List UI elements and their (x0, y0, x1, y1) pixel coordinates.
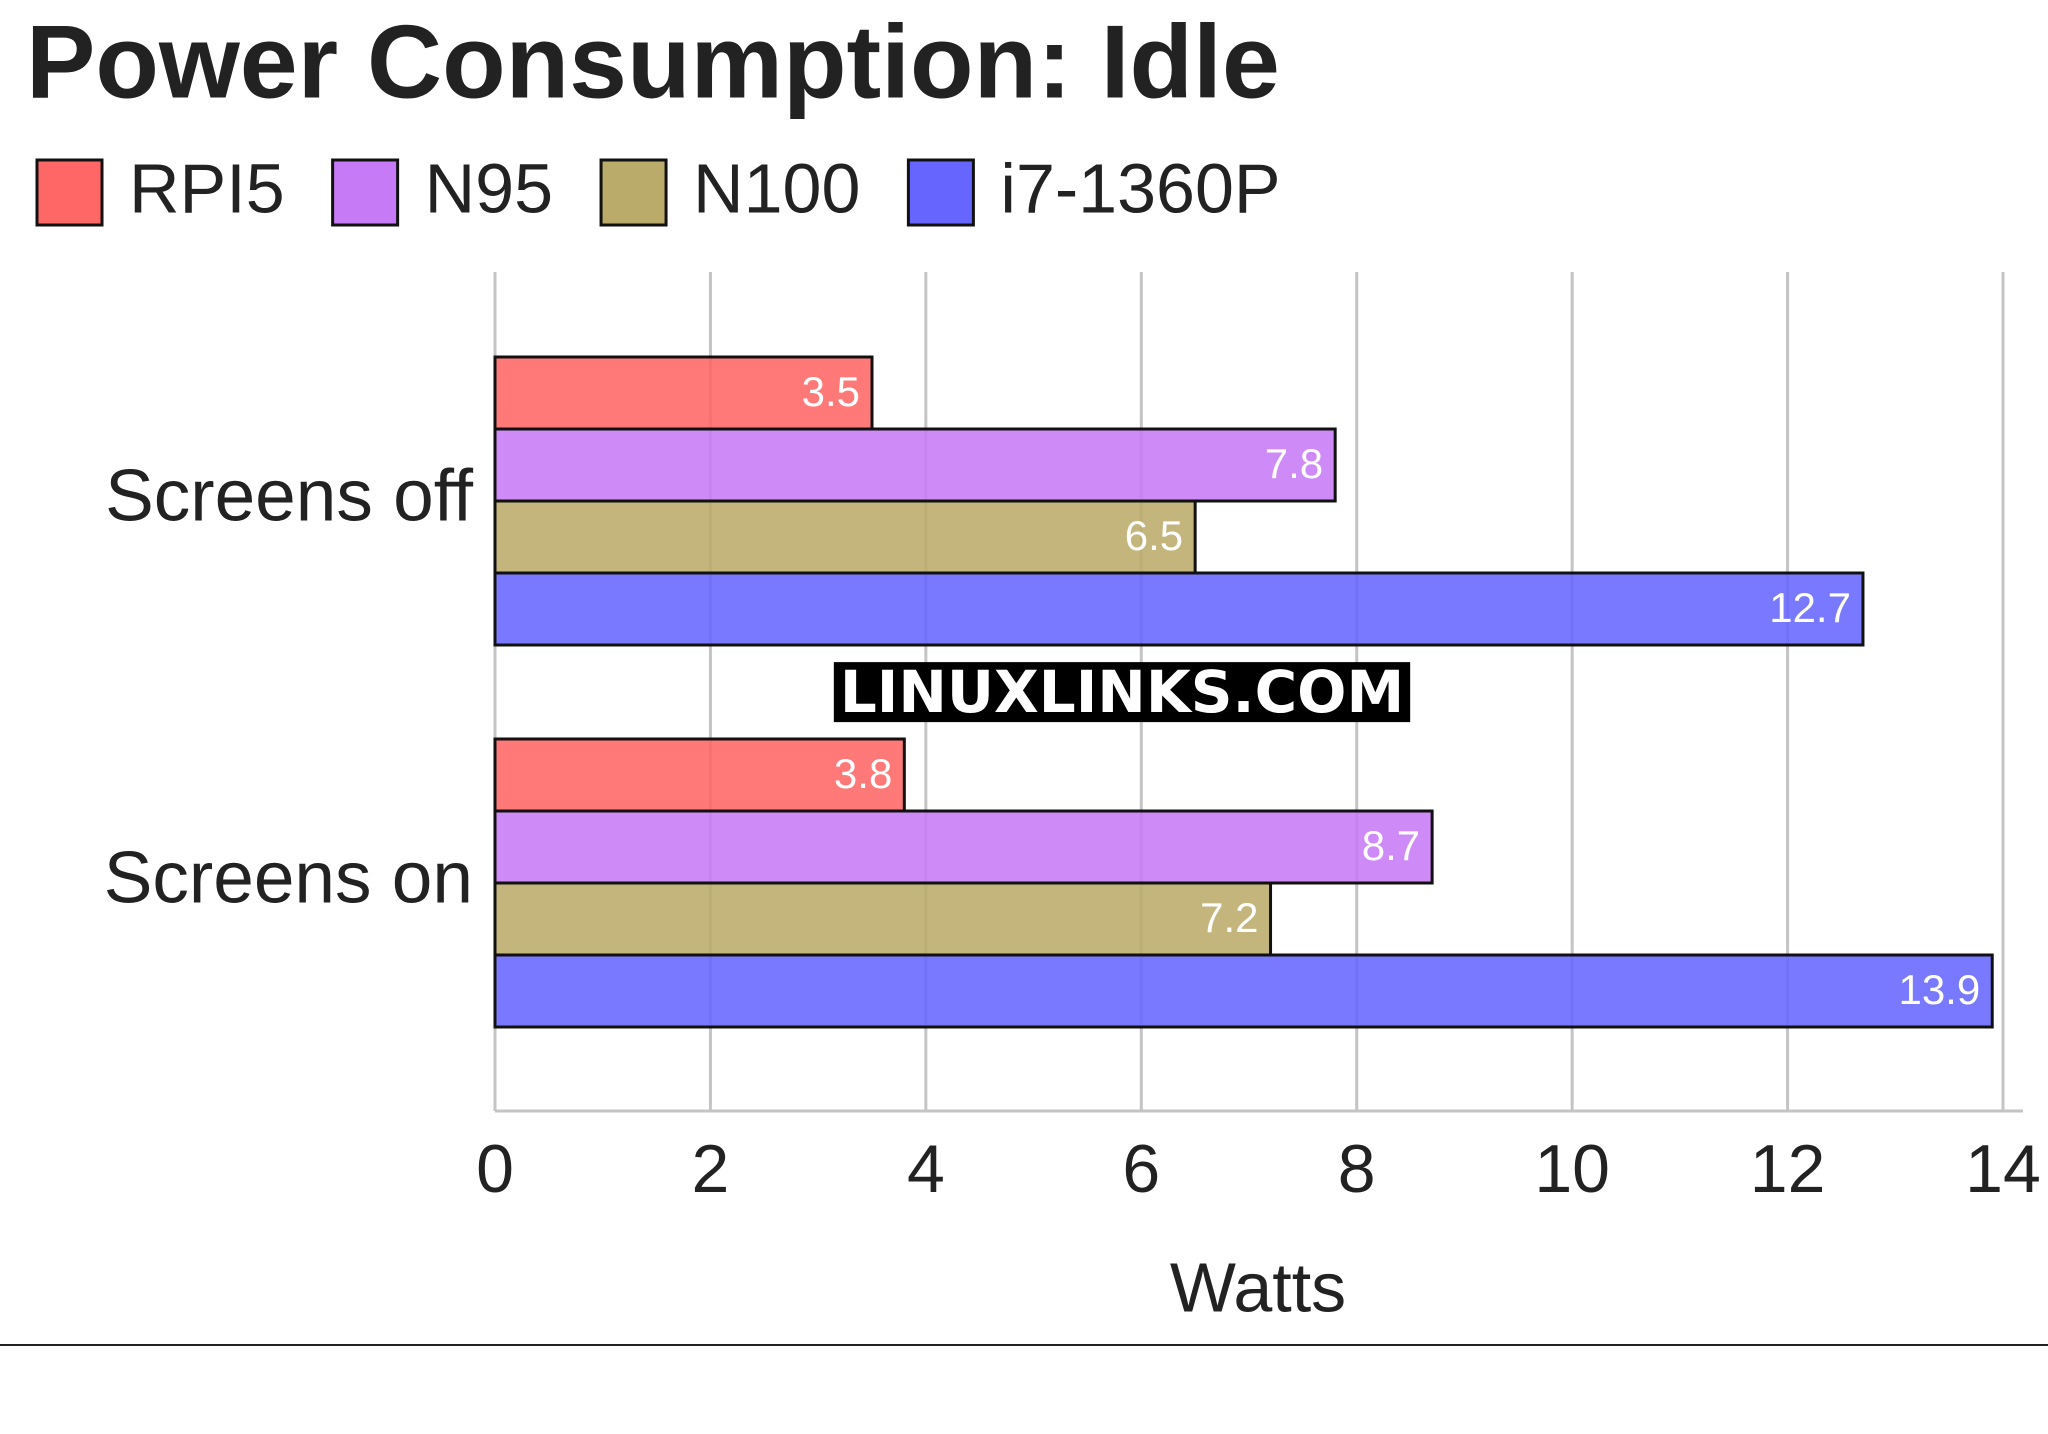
bar (493, 427, 1337, 503)
bar (493, 809, 1434, 885)
x-tick-label: 12 (1750, 1131, 1826, 1207)
value-label: 3.8 (834, 750, 892, 797)
value-label: 7.2 (1200, 894, 1258, 941)
legend-label: N95 (425, 149, 553, 227)
y-tick-label: Screens on (104, 837, 473, 918)
bar (493, 499, 1197, 575)
bar (493, 953, 1994, 1029)
chart-title: Power Consumption: Idle (26, 4, 1280, 120)
x-tick-label: 2 (692, 1131, 730, 1207)
legend-label: RPI5 (129, 149, 285, 227)
bar (493, 737, 906, 813)
value-label: 6.5 (1125, 512, 1183, 559)
x-axis-label: Watts (1170, 1248, 1346, 1326)
x-tick-label: 14 (1965, 1131, 2041, 1207)
watermark: LINUXLINKS.COM (840, 658, 1404, 726)
y-tick-label: Screens off (105, 455, 474, 536)
value-label: 13.9 (1898, 966, 1980, 1013)
bar (493, 571, 1865, 647)
legend-label: i7-1360P (1000, 149, 1280, 227)
x-tick-label: 6 (1122, 1131, 1160, 1207)
bar (493, 881, 1273, 957)
legend-swatch (35, 158, 104, 227)
legend-swatch (599, 158, 668, 227)
legend-swatch (331, 158, 400, 227)
value-label: 12.7 (1769, 584, 1851, 631)
value-label: 3.5 (802, 368, 860, 415)
bar (493, 355, 874, 431)
value-label: 8.7 (1362, 822, 1420, 869)
x-tick-label: 0 (476, 1131, 514, 1207)
watermark-bg (833, 662, 1411, 723)
x-tick-label: 8 (1338, 1131, 1376, 1207)
legend-swatch (906, 158, 975, 227)
value-label: 7.8 (1265, 440, 1323, 487)
x-tick-label: 10 (1534, 1131, 1610, 1207)
x-tick-label: 4 (907, 1131, 945, 1207)
legend-label: N100 (693, 149, 860, 227)
